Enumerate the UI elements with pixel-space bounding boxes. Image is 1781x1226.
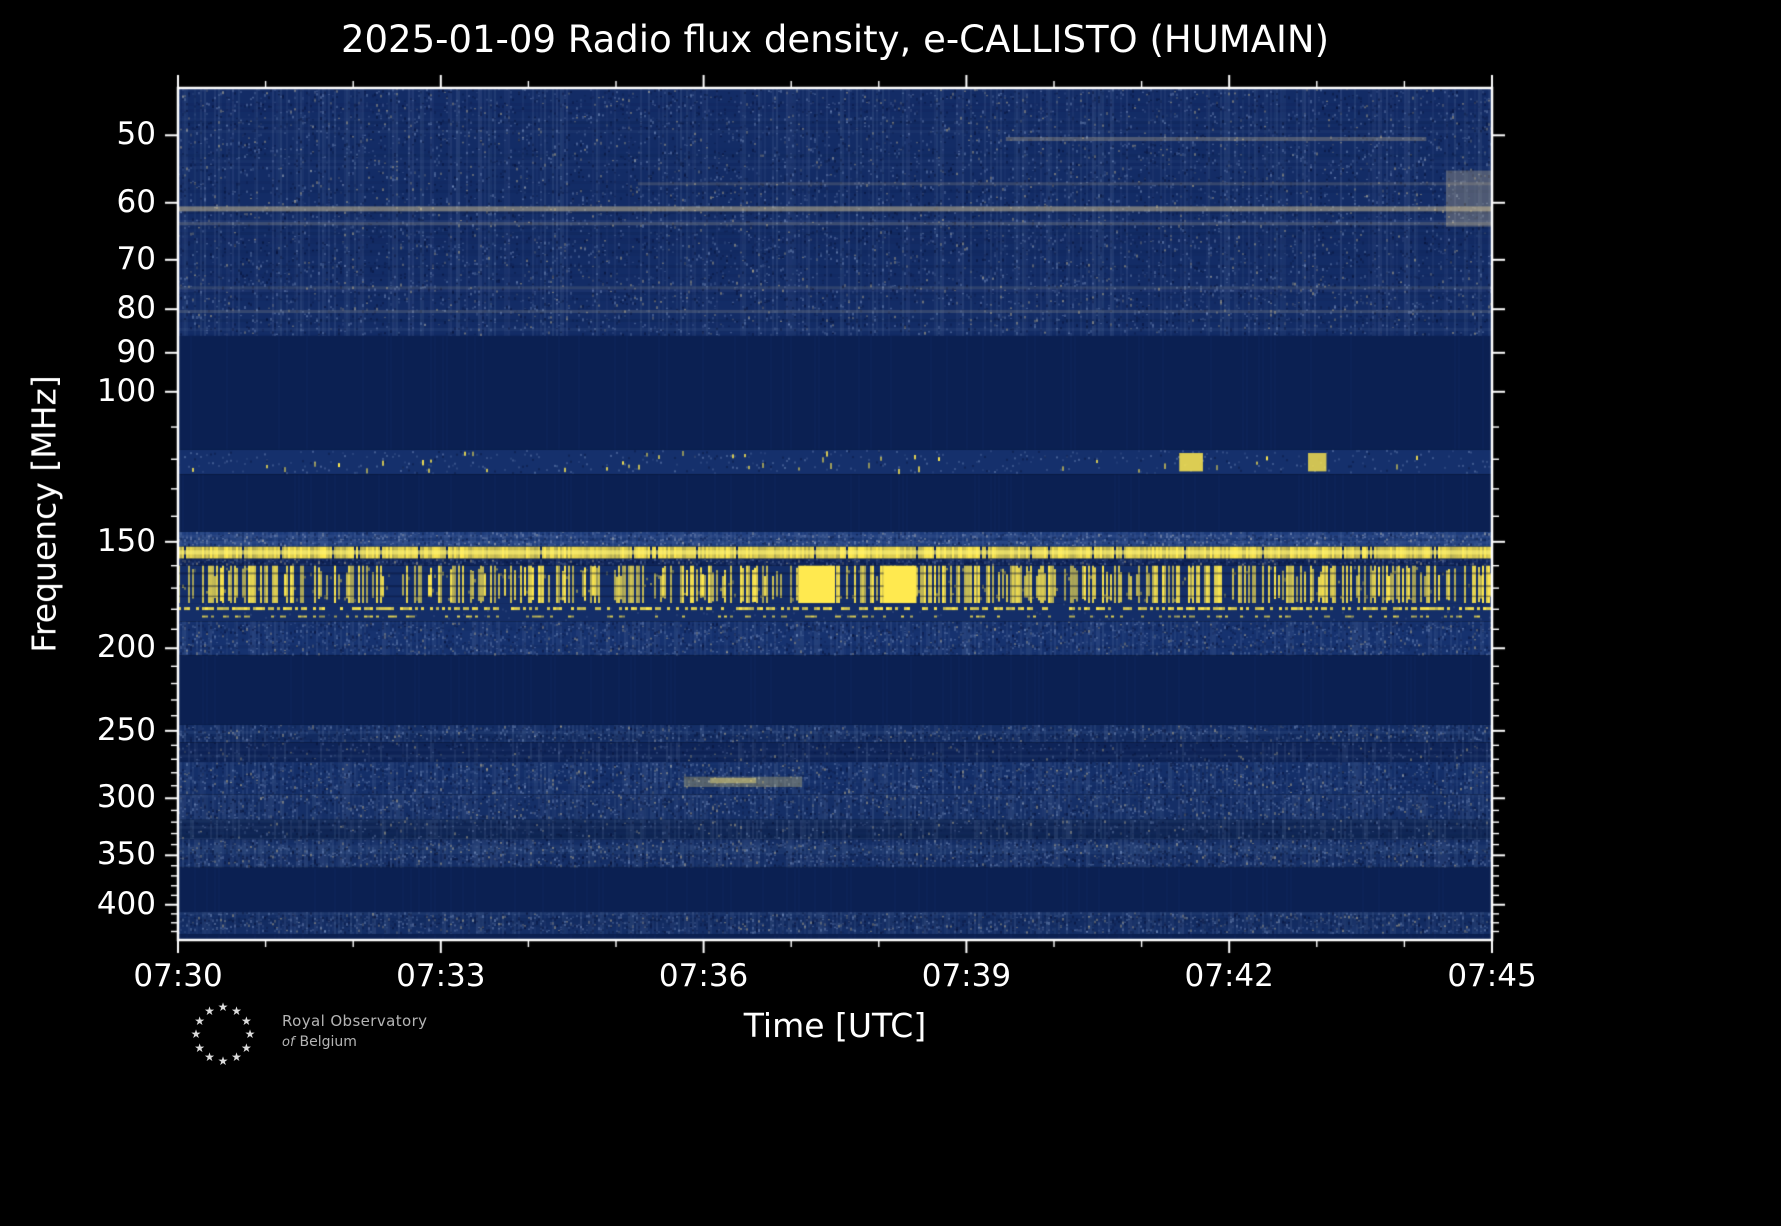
y-tick-label: 150 (96, 522, 156, 559)
y-axis-label: Frequency [MHz] (24, 375, 64, 653)
y-tick-label: 80 (116, 290, 156, 327)
rob-logo-of: of (282, 1035, 295, 1050)
rob-logo-belgium: Belgium (299, 1034, 357, 1050)
y-tick-label: 200 (96, 629, 156, 666)
star-icon: ★ (240, 1013, 252, 1028)
star-icon: ★ (190, 1027, 202, 1041)
star-icon: ★ (217, 1000, 229, 1014)
rob-logo-country: of Belgium (282, 1034, 357, 1050)
star-icon: ★ (240, 1040, 252, 1055)
star-icon: ★ (231, 1003, 242, 1018)
star-icon: ★ (204, 1003, 215, 1018)
x-tick-label: 07:30 (133, 958, 223, 994)
y-tick-label: 70 (116, 240, 156, 277)
x-axis-label: Time [UTC] (743, 1006, 927, 1045)
y-tick-label: 90 (116, 333, 156, 370)
y-tick-label: 250 (96, 711, 156, 748)
x-tick-label: 07:36 (658, 958, 749, 994)
y-tick-label: 50 (116, 116, 156, 153)
chart-title: 2025-01-09 Radio flux density, e-CALLIST… (340, 18, 1330, 61)
x-tick-label: 07:45 (1447, 958, 1537, 994)
rob-logo-name: Royal Observatory (282, 1012, 428, 1030)
y-tick-label: 300 (96, 779, 156, 816)
star-icon: ★ (204, 1050, 215, 1065)
star-icon: ★ (231, 1050, 242, 1065)
y-tick-label: 60 (116, 183, 156, 220)
y-tick-label: 100 (96, 372, 156, 409)
x-tick-label: 07:33 (396, 958, 486, 994)
star-icon: ★ (244, 1027, 256, 1041)
star-icon: ★ (194, 1040, 205, 1055)
star-icon: ★ (217, 1054, 229, 1068)
y-tick-label: 400 (96, 885, 156, 922)
x-tick-label: 07:42 (1184, 958, 1274, 994)
x-tick-label: 07:39 (921, 958, 1012, 994)
star-icon: ★ (194, 1013, 205, 1028)
y-tick-label: 350 (96, 836, 156, 873)
